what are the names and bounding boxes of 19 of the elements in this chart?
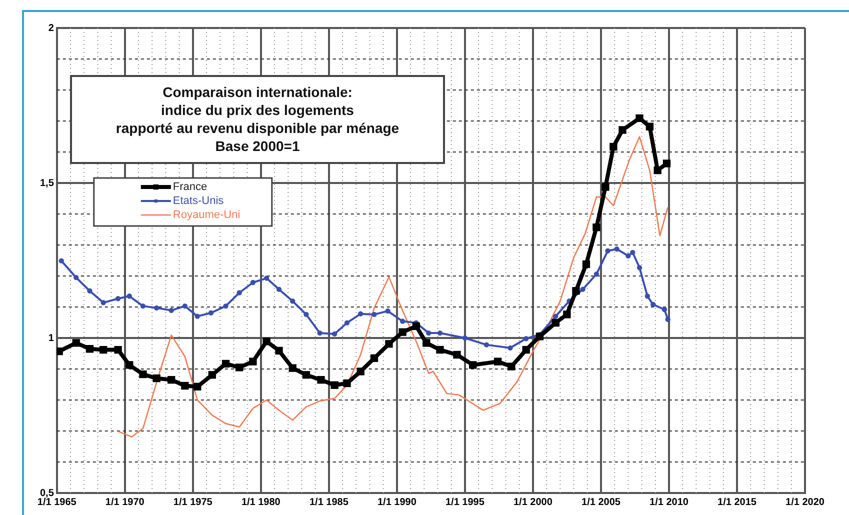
y-tick-label: 1,5	[40, 178, 54, 189]
x-tick-label: 1/1 1965	[37, 496, 77, 508]
y-tick-label: 1	[48, 332, 54, 344]
x-tick-label: 1/1 1980	[241, 496, 281, 508]
x-tick-label: 1/1 1990	[377, 496, 417, 508]
x-tick-label: 1/1 1970	[105, 496, 145, 508]
x-tick-label: 1/1 2010	[650, 496, 689, 508]
x-tick-label: 1/1 2005	[582, 496, 621, 508]
y-tick-label: 0,5	[40, 488, 54, 499]
y-tick-label: 2	[48, 22, 54, 34]
x-tick-label: 1/1 1975	[173, 496, 213, 508]
x-tick-label: 1/1 2020	[786, 496, 825, 508]
x-tick-label: 1/1 1995	[445, 496, 485, 508]
legend-label: Etats-Unis	[172, 195, 224, 208]
x-tick-label: 1/1 2000	[513, 496, 553, 508]
legend-label: Royaume-Uni	[172, 209, 240, 222]
x-tick-label: 1/1 2015	[718, 496, 757, 508]
x-tick-label: 1/1 1985	[309, 496, 349, 508]
legend-label: France	[172, 181, 208, 194]
